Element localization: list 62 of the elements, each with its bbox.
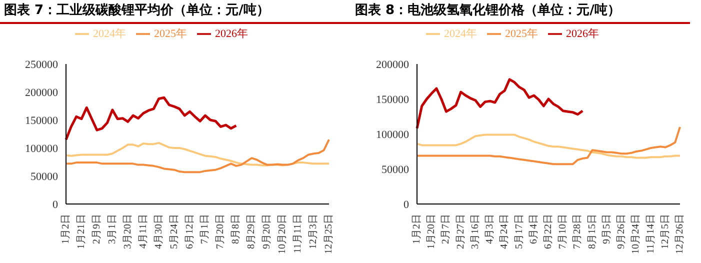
x-tick-label: 3月1日	[106, 214, 118, 244]
x-tick-label: 7月28日	[572, 214, 584, 249]
x-tick-label: 2月27日	[455, 214, 466, 249]
legend-label: 2025年	[154, 28, 187, 40]
x-tick-label: 12月3日	[308, 214, 320, 249]
legend-label: 2024年	[93, 28, 126, 40]
x-tick-label: 8月15日	[586, 214, 598, 249]
x-tick-label: 11月11日	[292, 214, 304, 254]
x-tick-label: 8月8日	[230, 214, 242, 244]
x-tick-label: 5月17日	[514, 214, 525, 249]
line-series	[64, 96, 238, 141]
chart-title: 图表 8：电池级氢氧化锂价格（单位：元/吨）	[355, 2, 622, 20]
y-tick-label: 0	[404, 198, 410, 211]
x-tick-label: 7月10日	[558, 214, 569, 249]
x-tick-label: 9月5日	[601, 214, 612, 244]
line-series	[416, 126, 681, 166]
x-tick-label: 9月20日	[262, 214, 273, 249]
legend-label: 2024年	[444, 28, 477, 40]
x-tick-label: 6月22日	[543, 214, 554, 249]
line-series	[416, 134, 681, 159]
x-tick-label: 3月20日	[122, 214, 134, 249]
x-tick-label: 10月24日	[630, 214, 642, 254]
x-tick-label: 4月30日	[153, 214, 164, 249]
x-tick-label: 6月12日	[184, 214, 196, 249]
x-tick-label: 4月24日	[499, 214, 510, 249]
x-tick-label: 1月21日	[76, 214, 87, 249]
x-tick-label: 7月20日	[215, 214, 226, 249]
legend-label: 2026年	[215, 28, 248, 40]
legend-label: 2026年	[566, 28, 599, 40]
y-tick-label: 0	[52, 198, 58, 211]
y-tick-label: 100000	[25, 142, 58, 155]
x-tick-label: 4月3日	[484, 214, 496, 244]
x-tick-label: 5月24日	[168, 214, 180, 249]
y-tick-label: 100000	[376, 128, 410, 141]
x-tick-label: 9月26日	[616, 214, 628, 249]
x-tick-label: 2月7日	[440, 214, 452, 244]
line-series	[65, 138, 330, 174]
x-tick-label: 2月9日	[91, 214, 102, 244]
x-tick-label: 4月11日	[138, 214, 149, 249]
x-tick-label: 11月14日	[645, 214, 656, 254]
y-tick-label: 50000	[382, 164, 410, 176]
x-tick-label: 3月16日	[470, 214, 481, 249]
line-series	[65, 142, 330, 166]
x-tick-label: 6月4日	[528, 214, 540, 244]
x-tick-label: 7月1日	[200, 214, 211, 244]
chart-title: 图表 7：工业级碳酸锂平均价（单位：元/吨）	[4, 2, 270, 20]
y-tick-label: 150000	[25, 114, 58, 127]
x-tick-label: 1月2日	[60, 214, 72, 244]
x-tick-label: 1月2日	[412, 214, 422, 244]
y-tick-label: 150000	[376, 94, 410, 106]
x-tick-label: 8月29日	[246, 214, 258, 249]
x-tick-label: 12月26日	[674, 214, 686, 254]
x-tick-label: 1月20日	[426, 214, 438, 249]
y-tick-label: 200000	[376, 58, 410, 71]
y-tick-label: 200000	[25, 86, 58, 99]
y-tick-label: 250000	[25, 58, 58, 71]
legend-label: 2025年	[505, 28, 538, 40]
x-tick-label: 12月25日	[324, 214, 334, 254]
x-tick-label: 12月5日	[660, 214, 671, 249]
line-series	[416, 78, 584, 130]
x-tick-label: 10月20日	[277, 214, 288, 254]
y-tick-label: 50000	[30, 170, 58, 183]
